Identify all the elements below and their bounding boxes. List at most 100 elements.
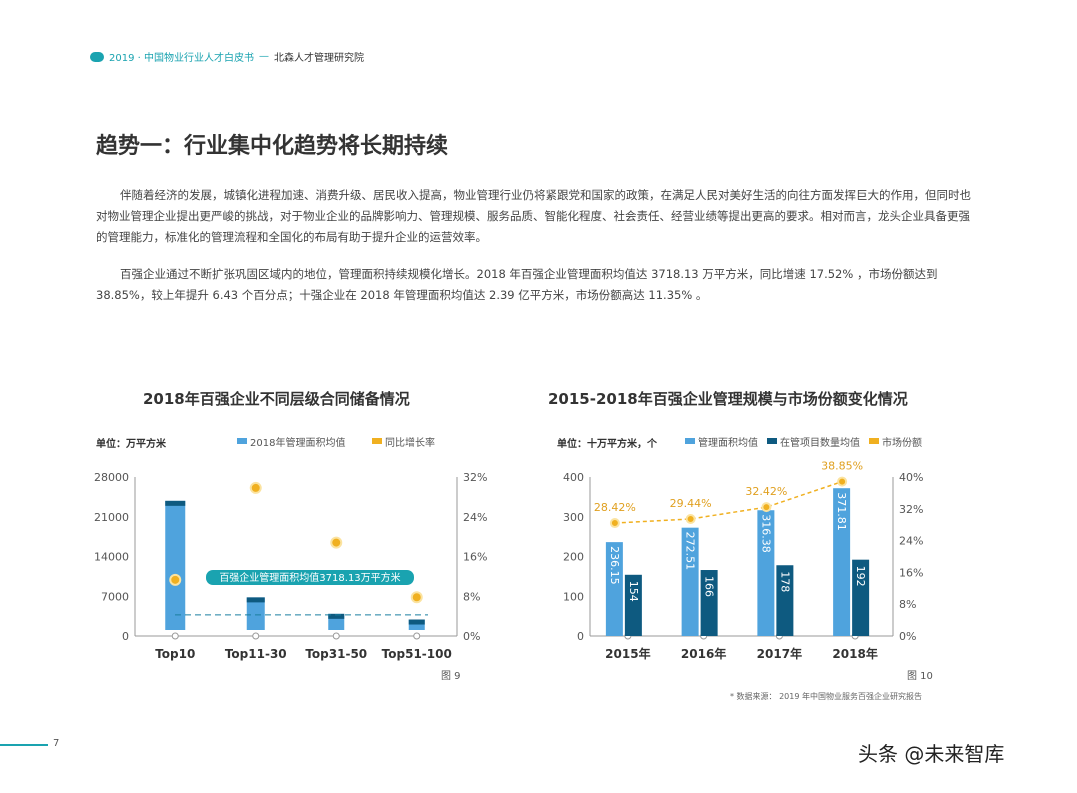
bar-projects-label: 166 [703, 576, 716, 597]
growth-point [169, 573, 182, 586]
chart2-title: 2015-2018年百强企业管理规模与市场份额变化情况 [548, 390, 908, 408]
header-org: 北森人才管理研究院 [274, 53, 364, 64]
legend-label: 管理面积均值 [698, 436, 758, 449]
y2-tick-label: 40% [899, 471, 923, 484]
bar-cap [408, 619, 425, 625]
bar-area-label: 371.81 [835, 492, 848, 531]
share-label: 28.42% [594, 501, 636, 514]
bar-projects-label: 178 [778, 571, 791, 592]
x-tick-marker [413, 632, 421, 640]
paragraph-1: 伴随着经济的发展，城镇化进程加速、消费升级、居民收入提高，物业管理行业仍将紧跟党… [96, 188, 971, 244]
bar-projects [852, 559, 870, 636]
y-tick-label: 7000 [101, 590, 129, 603]
y-tick-label: 400 [563, 471, 584, 484]
y-tick-label: 0 [577, 630, 584, 643]
y2-tick-label: 24% [899, 535, 923, 548]
share-label: 29.44% [670, 497, 712, 510]
y2-tick-label: 16% [463, 551, 487, 564]
y-tick-label: 14000 [94, 551, 129, 564]
share-label: 38.85% [821, 460, 863, 473]
legend-swatch [685, 438, 695, 444]
x-tick-label: Top10 [155, 647, 195, 661]
y2-tick-label: 0% [463, 630, 480, 643]
reference-label-bg [206, 570, 414, 585]
bar-area [757, 510, 775, 636]
y-tick-label: 21000 [94, 511, 129, 524]
legend-label: 市场份额 [882, 436, 922, 449]
bar-projects-label: 192 [854, 566, 867, 587]
bar-projects [700, 570, 718, 636]
bar-projects [624, 574, 642, 636]
x-tick-label: Top11-30 [225, 647, 287, 661]
x-tick-label: Top51-100 [382, 647, 452, 661]
bar [408, 619, 425, 630]
y-tick-label: 0 [122, 630, 129, 643]
legend-swatch [869, 438, 879, 444]
page-title: 趋势一：行业集中化趋势将长期持续 [96, 134, 449, 159]
x-tick-label: 2018年 [832, 646, 877, 661]
y2-tick-label: 16% [899, 566, 923, 579]
figure-9-label: 图 9 [441, 671, 461, 682]
bar-projects-label: 154 [627, 581, 640, 602]
x-tick-marker [171, 632, 179, 640]
bar-area [833, 488, 851, 636]
y-tick-label: 300 [563, 511, 584, 524]
bar-projects [776, 565, 794, 636]
paragraph-2: 百强企业通过不断扩张巩固区域内的地位，管理面积持续规模化增长。2018 年百强企… [96, 267, 938, 302]
bar [165, 500, 186, 630]
bar-cap [328, 613, 345, 619]
unit-label: 单位：万平方米 [96, 437, 167, 450]
legend-swatch [372, 438, 382, 444]
chart1-title: 2018年百强企业不同层级合同储备情况 [143, 390, 410, 408]
share-point [837, 476, 848, 487]
y-tick-label: 28000 [94, 471, 129, 484]
y-tick-label: 100 [563, 590, 584, 603]
bar-cap [246, 597, 265, 603]
unit-label: 单位：十万平方米，个 [557, 437, 658, 450]
x-tick-label: 2016年 [681, 646, 726, 661]
bar-area [681, 527, 699, 636]
header-series: 2019 · 中国物业行业人才白皮书 [109, 53, 254, 64]
growth-point [249, 481, 262, 494]
y2-tick-label: 8% [463, 590, 480, 603]
footer-line [0, 744, 48, 746]
bar-area-label: 236.15 [608, 546, 621, 585]
x-tick-label: Top31-50 [305, 647, 367, 661]
x-tick-label: 2017年 [757, 646, 802, 661]
legend-swatch [767, 438, 777, 444]
reference-label: 百强企业管理面积均值3718.13万平方米 [219, 571, 400, 584]
data-source: * 数据来源： 2019 年中国物业服务百强企业研究报告 [730, 692, 922, 701]
running-header: 2019 · 中国物业行业人才白皮书 — 北森人才管理研究院 [90, 49, 364, 64]
y-tick-label: 200 [563, 551, 584, 564]
share-label: 32.42% [745, 485, 787, 498]
share-line [614, 480, 843, 524]
y2-tick-label: 0% [899, 630, 916, 643]
y2-tick-label: 32% [463, 471, 487, 484]
bar-area-label: 316.38 [759, 514, 772, 553]
x-tick-marker [332, 632, 340, 640]
brand-watermark: 头条 @未来智库 [858, 742, 1005, 766]
growth-point [410, 591, 423, 604]
legend-label: 同比增长率 [385, 436, 435, 449]
legend-label: 2018年管理面积均值 [250, 436, 345, 449]
figure-10-label: 图 10 [907, 671, 933, 682]
bar-cap [165, 500, 186, 506]
share-point [761, 502, 772, 513]
y2-tick-label: 24% [463, 511, 487, 524]
bar-area-label: 272.51 [684, 532, 697, 571]
page-number: 7 [53, 738, 60, 749]
share-point [609, 518, 620, 529]
logo-icon [90, 51, 104, 62]
share-point [685, 513, 696, 524]
bar [246, 597, 265, 630]
bar-area [605, 542, 623, 636]
y2-tick-label: 32% [899, 503, 923, 516]
legend-swatch [237, 438, 247, 444]
y2-tick-label: 8% [899, 598, 916, 611]
x-tick-marker [252, 632, 260, 640]
growth-point [330, 536, 343, 549]
legend-label: 在管项目数量均值 [780, 436, 860, 449]
header-sep: — [259, 51, 269, 62]
x-tick-label: 2015年 [605, 646, 650, 661]
